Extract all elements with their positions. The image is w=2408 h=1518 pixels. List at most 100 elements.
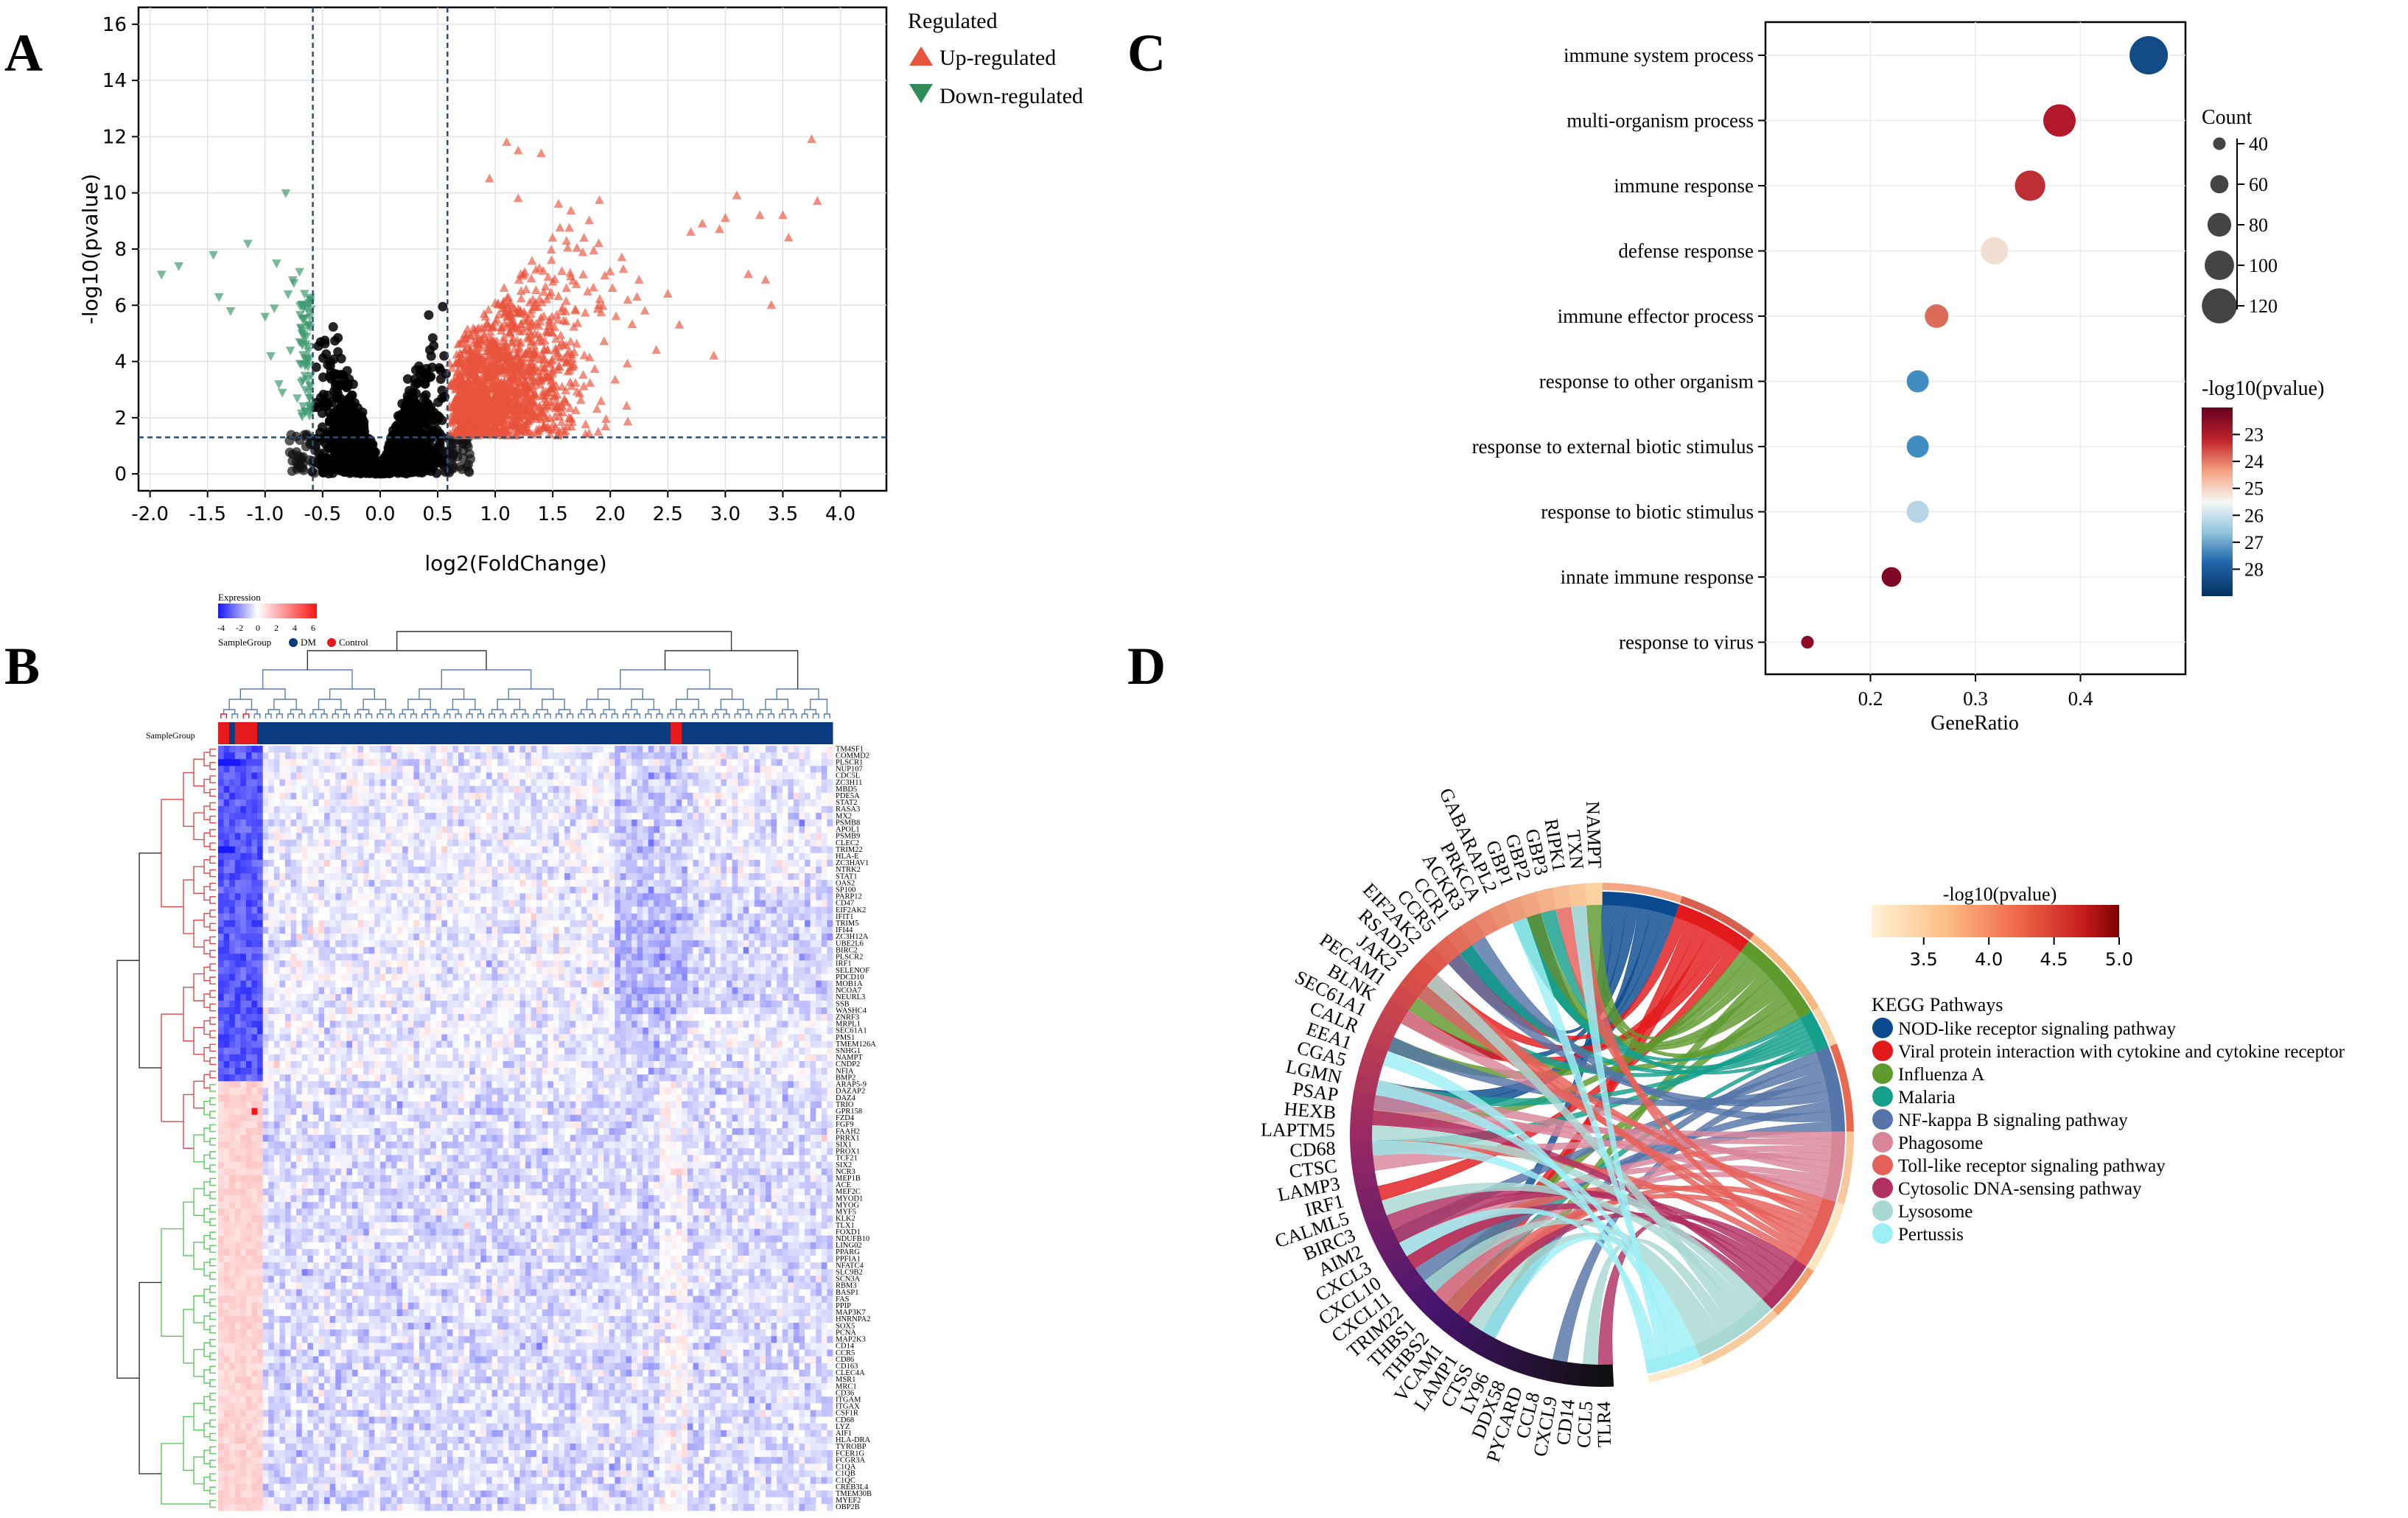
heatmap-cell <box>609 766 615 773</box>
column-dendrogram-branch <box>544 713 551 718</box>
heatmap-cell <box>251 766 258 773</box>
panel-letter-d: D <box>1127 637 1166 696</box>
heatmap-cell <box>346 772 353 780</box>
heatmap-cell <box>458 766 464 773</box>
sample-group-cell <box>564 722 571 744</box>
heatmap-cell <box>424 766 431 773</box>
row-dendrogram-branch <box>209 1379 216 1388</box>
sample-group-cell <box>665 722 671 744</box>
row-dendrogram-branch <box>193 1295 204 1323</box>
heatmap-cell <box>542 759 548 766</box>
volcano-y-tick-label: 0 <box>114 464 127 486</box>
heatmap-cell <box>665 746 671 753</box>
heatmap-cell <box>324 759 331 766</box>
row-dendrogram-branch <box>209 1500 216 1508</box>
row-dendrogram-branch <box>209 1070 216 1079</box>
heatmap-cell <box>788 746 794 753</box>
sample-group-cell <box>391 722 398 744</box>
heatmap-cell <box>559 759 565 766</box>
heatmap-cell <box>284 759 291 766</box>
heatmap-cell <box>508 766 515 773</box>
heatmap-cell <box>726 752 732 760</box>
heatmap-cell <box>262 746 269 753</box>
sample-group-cell <box>626 722 632 744</box>
volcano-point-ns <box>329 408 340 418</box>
column-dendrogram-branch <box>477 713 484 718</box>
row-dendrogram-branch <box>203 1208 210 1223</box>
sample-group-cell <box>587 722 593 744</box>
heatmap-cell <box>659 752 665 760</box>
volcano-point-ns <box>347 403 357 413</box>
heatmap-cell <box>525 746 531 753</box>
column-dendrogram-branch <box>321 713 328 718</box>
volcano-point-ns <box>337 396 348 407</box>
heatmap-cell <box>441 746 448 753</box>
column-dendrogram-branch <box>245 709 258 714</box>
heatmap-cell <box>598 746 604 753</box>
heatmap-cell <box>732 752 738 760</box>
heatmap-cell <box>312 746 319 753</box>
column-dendrogram-branch <box>329 688 375 699</box>
column-dendrogram-branch <box>262 669 353 689</box>
column-dendrogram-branch <box>687 688 733 699</box>
heatmap-cell <box>391 759 398 766</box>
heatmap-cell <box>710 766 716 773</box>
heatmap-cell <box>687 752 693 760</box>
heatmap-cell <box>648 752 654 760</box>
row-dendrogram-branch <box>209 1043 216 1052</box>
heatmap-cell <box>273 772 280 780</box>
row-dendrogram-branch <box>209 976 216 984</box>
column-dendrogram-branch <box>589 713 596 718</box>
heatmap-cell <box>324 752 331 760</box>
column-dendrogram-branch <box>332 713 339 718</box>
heatmap-cell <box>710 752 716 760</box>
volcano-x-tick-label: -0.5 <box>304 503 341 525</box>
heatmap-cell <box>296 766 303 773</box>
heatmap-cell <box>654 759 660 766</box>
sample-group-cell <box>715 722 721 744</box>
volcano-point-ns <box>426 371 436 382</box>
heatmap-cell <box>704 746 710 753</box>
column-dendrogram-branch <box>309 713 317 718</box>
volcano-point-ns <box>309 445 320 455</box>
row-dendrogram-branch <box>209 1325 216 1334</box>
heatmap-cell <box>257 752 264 760</box>
volcano-point-ns <box>394 413 405 423</box>
heatmap-cell <box>827 746 833 753</box>
heatmap-cell <box>821 759 827 766</box>
heatmap-cell <box>643 746 649 753</box>
sample-group-cell <box>419 722 426 744</box>
sample-group-cell <box>754 722 760 744</box>
column-dendrogram-branch <box>782 709 794 714</box>
column-dendrogram-branch <box>365 713 373 718</box>
heatmap-cell <box>777 759 783 766</box>
volcano-point-ns <box>392 448 402 458</box>
heatmap-cell <box>251 772 258 780</box>
heatmap-cell <box>536 759 543 766</box>
heatmap: Expression -4 -2 0 2 4 6 SampleGroup DM Contr… <box>116 592 876 1511</box>
heatmap-cell <box>519 759 526 766</box>
column-dendrogram-branch <box>790 713 797 718</box>
row-dendrogram-branch <box>209 1084 216 1092</box>
sample-group-cell <box>480 722 487 744</box>
heatmap-cell <box>519 766 526 773</box>
heatmap-cell <box>631 759 638 766</box>
row-dendrogram-branch <box>183 1094 194 1150</box>
heatmap-cell <box>626 759 632 766</box>
heatmap-cell <box>329 752 336 760</box>
row-dendrogram-branch <box>161 1228 183 1337</box>
heatmap-cell <box>816 766 822 773</box>
heatmap-cell <box>413 759 420 766</box>
sample-group-cell <box>223 722 230 744</box>
row-dendrogram-branch <box>193 973 204 1001</box>
heatmap-cell <box>223 752 230 760</box>
row-dendrogram <box>116 748 216 1508</box>
sample-group-cell <box>615 722 621 744</box>
column-dendrogram-branch <box>812 713 819 718</box>
heatmap-cell <box>699 759 705 766</box>
heatmap-cell <box>771 746 777 753</box>
sample-group-cell <box>379 722 386 744</box>
volcano-x-ticks: -2.0 -1.5 -1.0 -0.5 0.0 0.5 1.0 1.5 2.0 2.5 3.0 3.5… <box>131 491 855 525</box>
column-dendrogram-branch <box>586 699 610 710</box>
heatmap-cell <box>262 766 269 773</box>
